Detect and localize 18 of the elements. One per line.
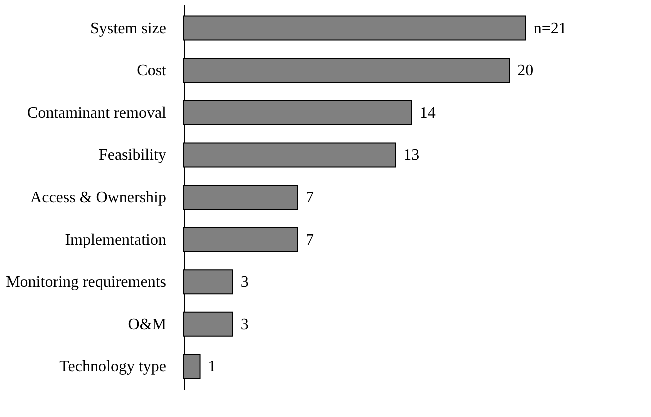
- data-label: 7: [306, 190, 314, 206]
- data-label: 20: [518, 62, 534, 80]
- y-tick-label: System size: [90, 20, 166, 38]
- data-label: n=21: [534, 20, 567, 38]
- data-label: 3: [240, 316, 249, 334]
- data-label: 13: [404, 147, 420, 164]
- y-tick-label: Feasibility: [98, 147, 166, 164]
- data-label: 14: [420, 104, 436, 122]
- data-label: 1: [208, 358, 216, 376]
- y-tick-label: Access & Ownership: [30, 190, 166, 206]
- y-tick-label: O&M: [128, 316, 166, 334]
- data-label: 7: [306, 232, 314, 249]
- y-tick-label: Implementation: [65, 232, 166, 249]
- data-label: 3: [240, 274, 249, 292]
- y-tick-label: Contaminant removal: [27, 104, 168, 122]
- y-tick-label: Technology type: [60, 358, 166, 376]
- y-tick-label: Monitoring requirements: [6, 274, 166, 292]
- y-tick-label: Cost: [137, 62, 168, 80]
